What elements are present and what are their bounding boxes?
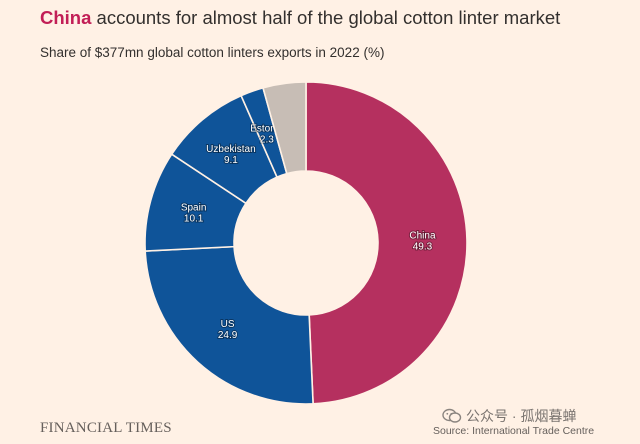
brand-logo: FINANCIAL TIMES xyxy=(40,420,172,436)
watermark: 公众号 · 孤烟暮蝉 xyxy=(442,406,576,426)
value-label: 24.9 xyxy=(218,330,238,341)
slice-us xyxy=(144,245,314,405)
value-label: 2.3 xyxy=(260,134,274,145)
title-highlight: China xyxy=(40,7,92,28)
category-label: US xyxy=(221,319,235,330)
chart-subtitle: Share of $377mn global cotton linters ex… xyxy=(40,45,385,60)
category-label: Uzbekistan xyxy=(206,144,255,155)
category-label: China xyxy=(409,230,436,241)
slice-china xyxy=(305,81,468,405)
category-label: Spain xyxy=(181,202,207,213)
value-label: 10.1 xyxy=(184,213,204,224)
title-rest: accounts for almost half of the global c… xyxy=(91,7,561,28)
chart-title: China accounts for almost half of the gl… xyxy=(40,6,560,30)
source-note: Source: International Trade Centre xyxy=(433,425,595,437)
wechat-icon xyxy=(442,408,462,423)
value-label: 49.3 xyxy=(413,241,433,252)
slice-other xyxy=(262,81,307,175)
value-label: 9.1 xyxy=(224,155,238,166)
watermark-text: 公众号 · 孤烟暮蝉 xyxy=(466,408,577,424)
